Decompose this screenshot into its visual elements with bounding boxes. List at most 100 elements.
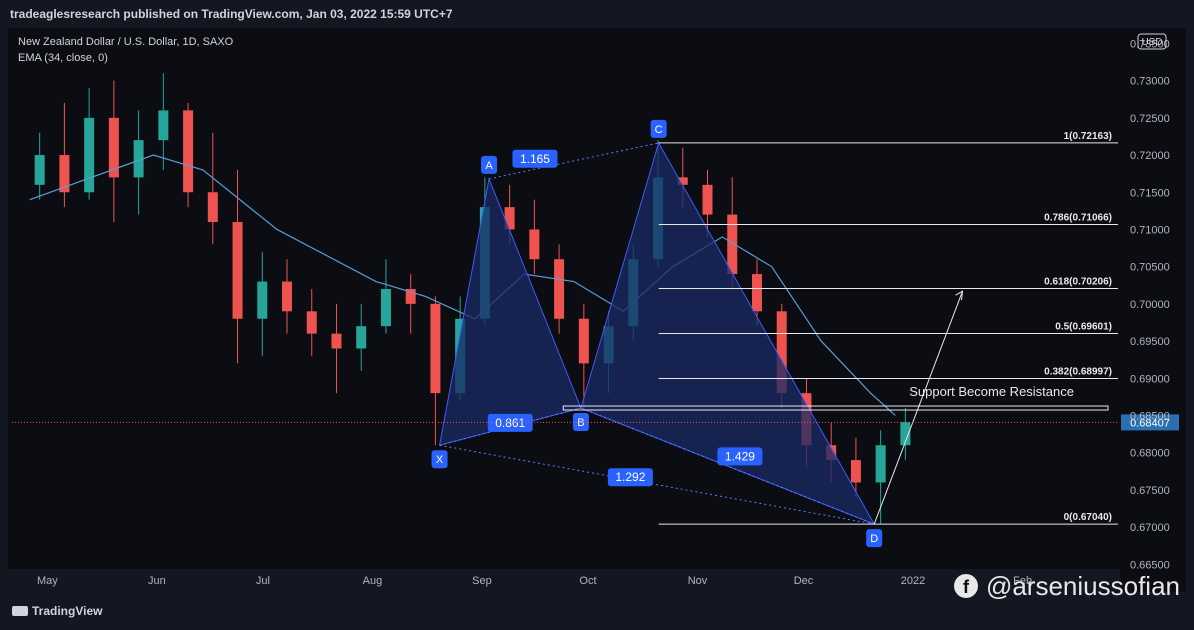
ratio-badge: [512, 149, 558, 168]
ratio-badge: [607, 468, 653, 487]
fib-level-label: 0.618(0.70206): [1044, 277, 1112, 288]
legend-symbol: New Zealand Dollar / U.S. Dollar, 1D, SA…: [18, 36, 234, 48]
candle-body: [207, 192, 218, 223]
y-tick-label: 0.68500: [1130, 410, 1170, 422]
publish-info: tradeaglesresearch published on TradingV…: [10, 7, 453, 21]
candle-body: [727, 214, 738, 275]
pattern-connector: [488, 142, 659, 180]
legend-indicator: EMA (34, close, 0): [18, 52, 108, 64]
candle-body: [356, 326, 367, 349]
pattern-point-label: A: [485, 160, 493, 172]
footer: TradingView: [0, 592, 1194, 630]
ratio-label: 0.861: [495, 416, 525, 430]
pattern-point-badge: [481, 155, 498, 174]
y-tick-label: 0.73000: [1130, 76, 1170, 88]
candle-body: [900, 422, 911, 446]
fib-level-label: 1(0.72163): [1064, 131, 1112, 142]
ratio-label: 1.429: [725, 449, 755, 463]
candle-body: [232, 222, 243, 319]
candle-body: [34, 155, 45, 185]
x-tick-label: Oct: [579, 575, 596, 587]
x-tick-label: Jun: [148, 575, 166, 587]
pattern-point-label: X: [436, 454, 444, 466]
y-tick-label: 0.68000: [1130, 448, 1170, 460]
facebook-icon: f: [953, 574, 978, 598]
x-tick-label: 2022: [901, 575, 925, 587]
ratio-badge: [487, 413, 533, 432]
fib-level-label: 0.382(0.68997): [1044, 366, 1112, 377]
projection-arrow: [873, 291, 963, 525]
candle-body: [554, 259, 565, 319]
x-tick-label: Sep: [472, 575, 492, 587]
ratio-label: 1.292: [615, 470, 645, 484]
candle-body: [504, 207, 515, 230]
pattern-connector: [439, 407, 582, 446]
projection-arrowhead: [955, 290, 964, 301]
price-chart[interactable]: 1.165 0.861 1.429 1.292 X A B C D 1(0.72163) 0.78…: [8, 28, 1186, 592]
y-tick-label: 0.71000: [1130, 224, 1170, 236]
x-tick-label: Jul: [256, 575, 270, 587]
candle-body: [59, 155, 70, 193]
watermark-text: @arseniussofian: [985, 571, 1180, 601]
candle-body: [257, 281, 268, 319]
ratio-label: 1.165: [520, 152, 550, 166]
ema-line: [29, 154, 896, 416]
support-resistance-box: [562, 405, 1109, 411]
candle-body: [776, 311, 787, 394]
y-tick-label: 0.69000: [1130, 373, 1170, 385]
support-resistance-label: Support Become Resistance: [909, 384, 1074, 399]
pattern-point-label: C: [655, 124, 663, 136]
brand-label: TradingView: [32, 604, 103, 618]
candle-body: [751, 274, 762, 312]
candle-body: [875, 445, 886, 483]
candle-body: [133, 140, 144, 178]
currency-badge-box[interactable]: [1137, 33, 1167, 50]
y-tick-label: 0.66500: [1130, 559, 1170, 571]
y-tick-label: 0.70500: [1130, 262, 1170, 274]
pattern-point-badge: [431, 450, 448, 469]
candle-body: [306, 311, 317, 334]
candle-body: [282, 281, 293, 312]
y-tick-label: 0.67000: [1130, 522, 1170, 534]
y-tick-label: 0.73500: [1130, 38, 1170, 50]
pattern-point-badge: [866, 529, 883, 548]
price-tag: [1121, 414, 1179, 431]
candle-body: [677, 177, 688, 185]
y-tick-label: 0.70000: [1130, 299, 1170, 311]
x-tick-label: Aug: [363, 575, 383, 587]
x-tick-label: Nov: [688, 575, 708, 587]
fib-level-label: 0.5(0.69601): [1055, 322, 1112, 333]
tradingview-logo[interactable]: TradingView: [12, 604, 102, 618]
pattern-point-label: D: [870, 533, 878, 545]
currency-badge: USD: [1141, 37, 1162, 48]
candle-body: [578, 318, 589, 364]
candle-body: [183, 110, 194, 193]
candle-body: [108, 117, 119, 178]
publish-bar: tradeaglesresearch published on TradingV…: [0, 0, 1194, 28]
candle-body: [405, 288, 416, 304]
tradingview-logo-icon: [12, 606, 28, 616]
candle-body: [702, 184, 713, 215]
candle-body: [430, 303, 441, 394]
candle-body: [158, 110, 169, 141]
y-tick-label: 0.72000: [1130, 150, 1170, 162]
candle-body: [529, 229, 540, 260]
candle-body: [84, 117, 95, 193]
pattern-point-badge: [650, 119, 667, 138]
y-tick-label: 0.67500: [1130, 485, 1170, 497]
candle-body: [331, 333, 342, 349]
x-tick-label: Dec: [794, 575, 814, 587]
y-tick-label: 0.72500: [1130, 113, 1170, 125]
ratio-badge: [717, 447, 763, 466]
pattern-point-label: B: [577, 417, 584, 429]
watermark: f @arseniussofian: [953, 571, 1180, 602]
chart-area[interactable]: 1.165 0.861 1.429 1.292 X A B C D 1(0.72163) 0.78…: [8, 28, 1186, 592]
y-tick-label: 0.71500: [1130, 187, 1170, 199]
y-tick-label: 0.69500: [1130, 336, 1170, 348]
fib-level-label: 0(0.67040): [1064, 512, 1112, 523]
pattern-connector: [439, 444, 875, 525]
x-tick-label: Feb: [1013, 575, 1032, 587]
candle-body: [380, 288, 391, 327]
x-tick-label: May: [37, 575, 58, 587]
x-axis-bar: [8, 569, 1120, 592]
